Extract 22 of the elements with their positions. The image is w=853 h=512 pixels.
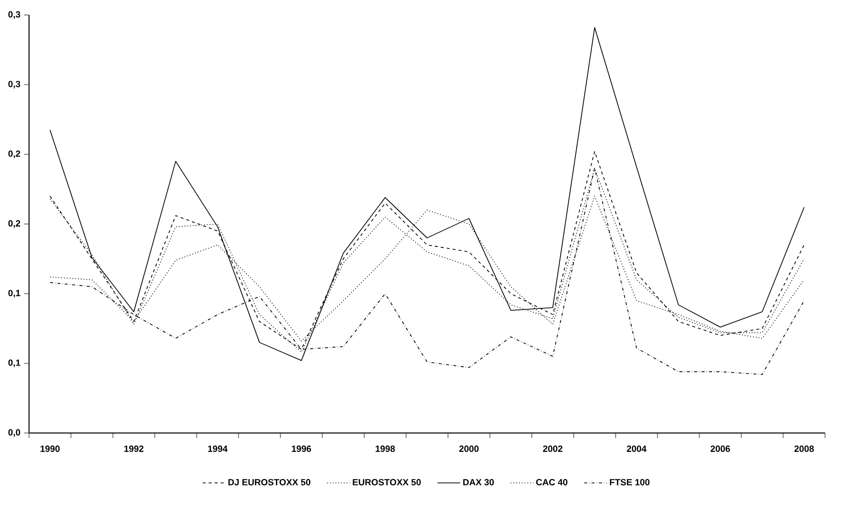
legend-label: FTSE 100 [610,479,650,486]
y-tick-label: 0,3 [8,80,20,89]
y-tick-label: 0,1 [8,359,20,368]
x-tick-label: 2004 [626,446,646,452]
x-tick-label: 2002 [543,446,562,452]
legend-label: EUROSTOXX 50 [352,479,421,486]
x-tick-label: 1992 [124,446,144,452]
x-tick-label: 1998 [376,446,395,452]
y-tick-label: 0,3 [8,11,20,19]
y-tick-label: 0,1 [8,290,20,298]
x-tick-label: 1996 [292,446,312,452]
x-tick-label: 2000 [459,446,479,452]
legend-label: DAX 30 [463,479,494,486]
x-tick-label: 2008 [794,446,814,452]
y-tick-label: 0,2 [8,220,20,228]
x-tick-label: 1994 [208,446,228,452]
legend-label: DJ EUROSTOXX 50 [228,479,310,486]
legend-label: CAC 40 [536,479,568,486]
x-tick-label: 1990 [40,446,60,452]
y-tick-label: 0,2 [8,150,20,158]
y-tick-label: 0,0 [8,429,20,437]
x-tick-label: 2006 [710,446,730,452]
